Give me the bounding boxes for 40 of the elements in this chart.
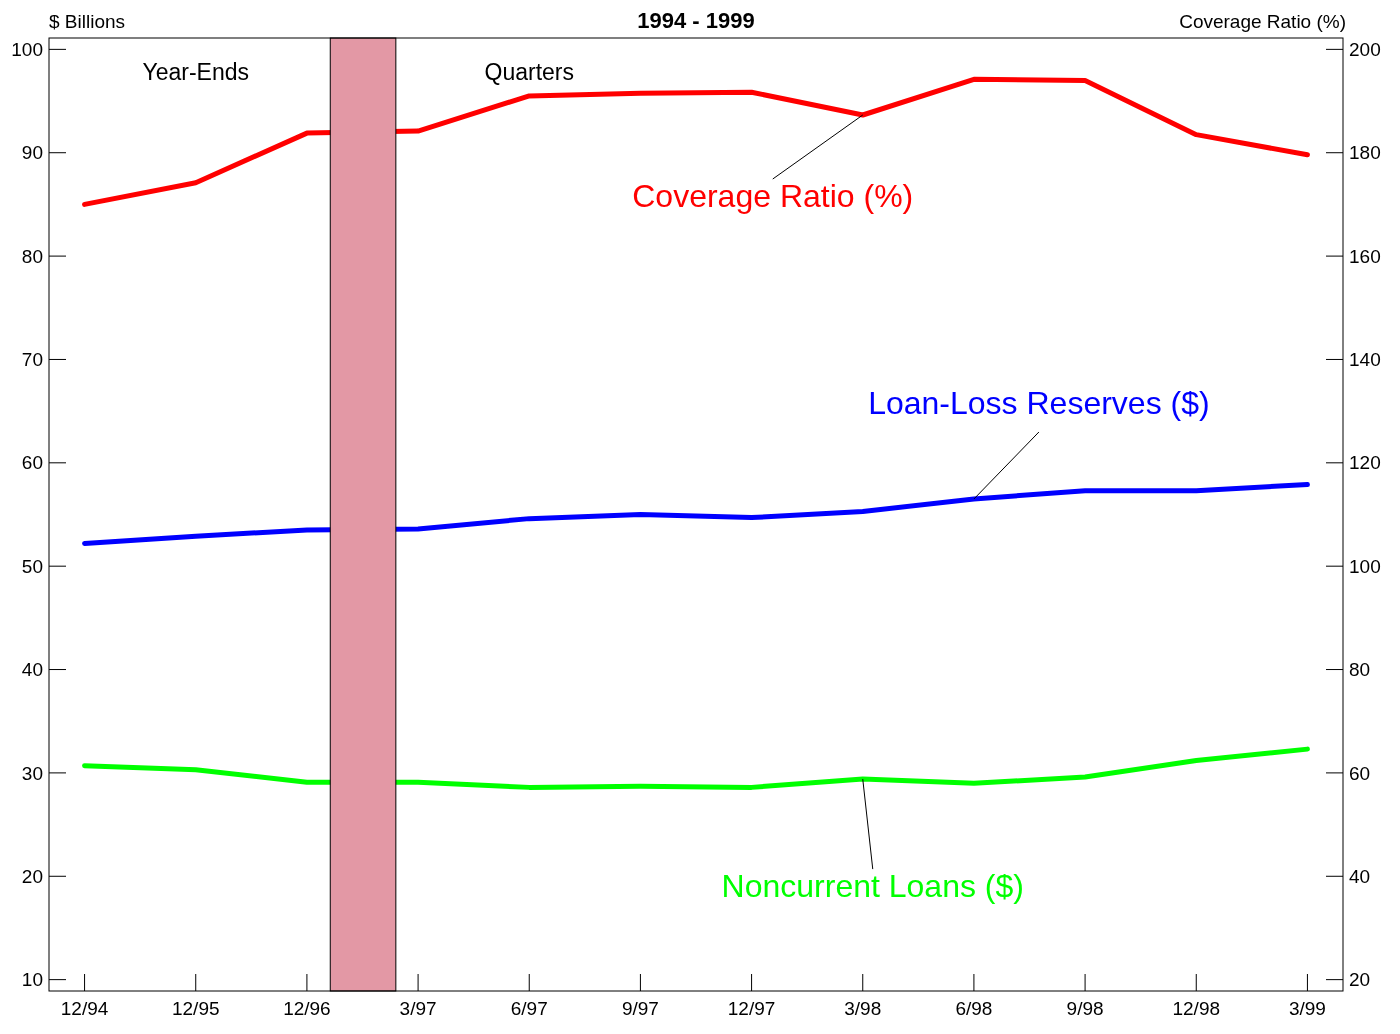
y2-tick-label: 140 (1349, 349, 1381, 371)
text: Coverage Ratio (%) (632, 178, 914, 214)
y2-tick-label: 180 (1349, 142, 1381, 164)
y2-tick-label: 200 (1349, 39, 1381, 61)
y-tick-label: 80 (21, 245, 43, 267)
y-axis-title: $ Billions (49, 11, 126, 32)
y2-tick-label: 60 (1349, 762, 1371, 784)
y2-tick-label: 80 (1349, 659, 1371, 681)
y-tick-label: 60 (21, 452, 43, 474)
x-tick-label: 6/98 (955, 998, 993, 1019)
x-tick-label: 12/94 (60, 998, 109, 1019)
y2-axis-title: Coverage Ratio (%) (1179, 11, 1346, 32)
x-tick-label: 12/96 (283, 998, 331, 1019)
x-tick-label: 3/98 (844, 998, 882, 1019)
x-tick-label: 3/99 (1288, 998, 1326, 1019)
y2-tick-label: 160 (1349, 245, 1381, 267)
x-tick-label: 12/98 (1172, 998, 1221, 1019)
x-tick-label: 3/97 (399, 998, 437, 1019)
y2-tick-label: 20 (1349, 969, 1371, 991)
y2-tick-label: 120 (1349, 452, 1381, 474)
y-tick-label: 50 (21, 555, 43, 577)
y2-tick-label: 100 (1349, 555, 1381, 577)
x-tick-label: 12/97 (727, 998, 776, 1019)
y-tick-label: 100 (11, 39, 43, 61)
y-tick-label: 40 (21, 659, 43, 681)
y-tick-label: 30 (21, 762, 43, 784)
x-tick-label: 9/98 (1066, 998, 1104, 1019)
annotation: Quarters (484, 59, 574, 85)
annotation: Year-Ends (142, 59, 250, 85)
y-tick-label: 10 (21, 969, 43, 991)
y2-tick-label: 40 (1349, 865, 1371, 887)
x-tick-label: 9/97 (621, 998, 659, 1019)
text: Loan-Loss Reserves ($) (868, 385, 1210, 421)
y-tick-label: 70 (21, 349, 43, 371)
y-tick-label: 20 (21, 865, 43, 887)
x-tick-label: 6/97 (510, 998, 548, 1019)
text: Noncurrent Loans ($) (721, 868, 1024, 905)
y-tick-label: 90 (21, 142, 43, 164)
x-tick-label: 12/95 (171, 998, 220, 1019)
chart-title: 1994 - 1999 (637, 8, 755, 33)
